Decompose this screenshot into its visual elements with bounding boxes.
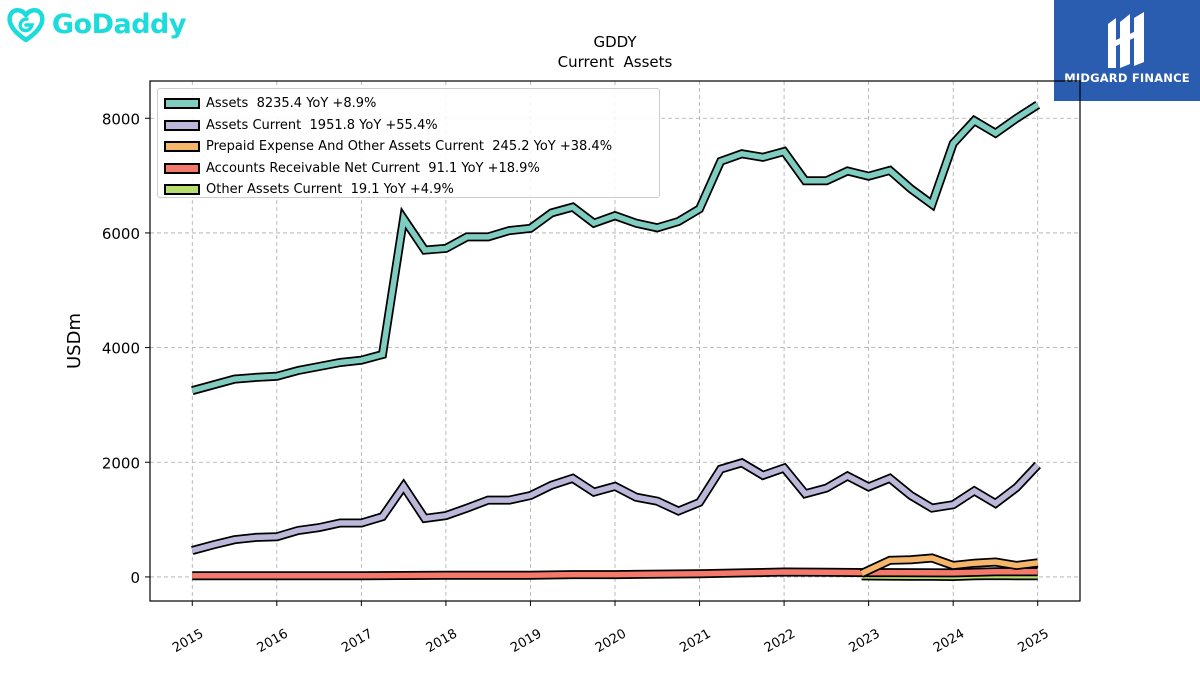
legend-item: Assets Current 1951.8 YoY +55.4% (164, 115, 653, 137)
series-3 (192, 567, 1038, 581)
x-tick-label: 2020 (593, 626, 629, 656)
godaddy-wordmark: GoDaddy (51, 8, 187, 40)
y-axis-label: USDm (64, 313, 85, 369)
legend-label: Accounts Receivable Net Current 91.1 YoY… (206, 160, 540, 176)
godaddy-logo: GoDaddy (6, 4, 187, 44)
x-tick-label: 2018 (424, 626, 460, 656)
legend-item: Prepaid Expense And Other Assets Current… (164, 136, 653, 158)
legend-swatch (164, 162, 200, 174)
y-tick-label: 8000 (102, 110, 140, 128)
legend-label: Assets Current 1951.8 YoY +55.4% (206, 117, 438, 133)
x-tick-label: 2019 (508, 626, 544, 656)
series-1 (191, 457, 1041, 555)
series-line (192, 568, 1038, 579)
legend-label: Prepaid Expense And Other Assets Current… (206, 139, 613, 155)
midgard-finance-logo: MIDGARD FINANCE (1054, 0, 1200, 101)
x-tick-label: 2022 (762, 626, 798, 656)
x-tick-label: 2024 (931, 626, 967, 656)
legend-label: Other Assets Current 19.1 YoY +4.9% (206, 182, 454, 198)
y-tick-label: 4000 (102, 340, 140, 358)
legend-swatch (164, 98, 200, 110)
series-0 (191, 101, 1041, 395)
x-tick-label: 2015 (170, 626, 206, 656)
midgard-monogram-icon (1108, 12, 1144, 68)
series-2 (859, 553, 1039, 578)
legend-swatch (164, 184, 200, 196)
series-line (191, 102, 1040, 394)
legend-swatch (164, 119, 200, 131)
legend-item: Other Assets Current 19.1 YoY +4.9% (164, 179, 653, 201)
y-axis-ticks: 0 2000 4000 6000 8000 (102, 110, 150, 587)
y-tick-label: 6000 (102, 225, 140, 243)
legend-item: Accounts Receivable Net Current 91.1 YoY… (164, 158, 653, 180)
legend-label: Assets 8235.4 YoY +8.9% (206, 96, 377, 112)
legend-swatch (164, 141, 200, 153)
x-tick-label: 2021 (677, 626, 713, 656)
series-line (191, 459, 1040, 554)
chart-subtitle: Current Assets (557, 53, 673, 71)
x-tick-label: 2023 (846, 626, 882, 656)
godaddy-heart-icon (7, 8, 45, 43)
chart-legend: Assets 8235.4 YoY +8.9% Assets Current 19… (157, 88, 660, 198)
legend-item: Assets 8235.4 YoY +8.9% (164, 93, 653, 115)
y-tick-label: 0 (130, 569, 140, 587)
x-tick-label: 2016 (255, 626, 291, 656)
series-lines (191, 101, 1041, 582)
chart-title: GDDY (593, 33, 637, 51)
series-line (860, 555, 1039, 576)
partner-name: MIDGARD FINANCE (1064, 71, 1190, 85)
x-tick-label: 2025 (1016, 626, 1052, 656)
x-tick-label: 2017 (339, 626, 375, 656)
x-axis-ticks: 2015 2016 2017 2018 2019 2020 2021 2022 2023 2024… (170, 601, 1052, 656)
y-tick-label: 2000 (102, 454, 140, 472)
